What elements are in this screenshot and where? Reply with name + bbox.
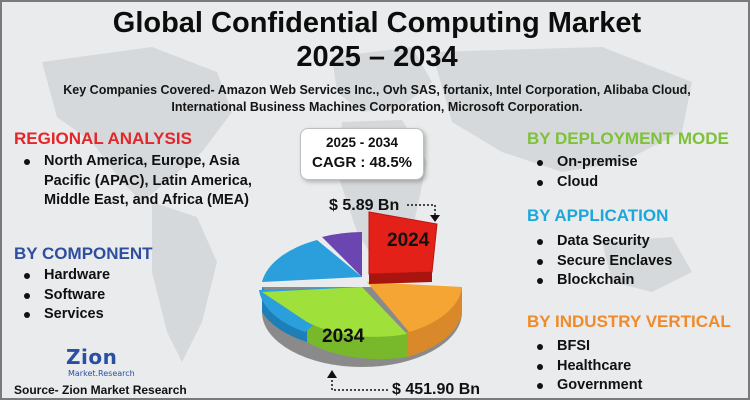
pie-slice <box>262 240 362 282</box>
market-pie-graphic: 2024 2034 <box>259 211 462 367</box>
regional-list: North America, Europe, Asia Pacific (APA… <box>14 152 254 211</box>
logo-name: Zion <box>66 345 118 369</box>
list-item: Data Security <box>527 232 672 252</box>
pie-slice <box>367 282 462 332</box>
list-item: North America, Europe, Asia Pacific (APA… <box>14 152 254 211</box>
list-item: On-premise <box>527 153 638 173</box>
zion-logo: Zion Market.Research <box>66 345 136 383</box>
start-arrow-icon <box>407 204 440 222</box>
by-industry-vertical-title: BY INDUSTRY VERTICAL <box>527 312 731 331</box>
pie-slice <box>322 232 362 277</box>
cagr-period: 2025 - 2034 <box>325 135 399 150</box>
pie-label-2034: 2034 <box>322 326 365 347</box>
title-line-1: Global Confidential Computing Market <box>112 7 642 39</box>
by-deployment-mode-title: BY DEPLOYMENT MODE <box>527 129 729 148</box>
list-item: Cloud <box>527 173 638 193</box>
deployment-list: On-premise Cloud <box>527 153 638 192</box>
end-value-label: $ 451.90 Bn <box>392 381 481 398</box>
list-item: Software <box>14 286 110 306</box>
pie-slice-2024 <box>368 211 438 275</box>
page-title: Global Confidential Computing Market 202… <box>2 6 748 74</box>
pie-slice <box>262 287 407 337</box>
source-text: Source- Zion Market Research <box>14 383 187 397</box>
title-line-2: 2025 – 2034 <box>296 41 458 73</box>
logo-tagline: Market.Research <box>68 369 135 378</box>
vertical-list: BFSI Healthcare Government <box>527 337 642 396</box>
application-list: Data Security Secure Enclaves Blockchain <box>527 232 672 291</box>
list-item: Hardware <box>14 266 110 286</box>
by-application-title: BY APPLICATION <box>527 206 669 225</box>
list-item: Blockchain <box>527 271 672 291</box>
key-companies-text: Key Companies Covered- Amazon Web Servic… <box>63 83 691 114</box>
by-component-title: BY COMPONENT <box>14 244 153 263</box>
cagr-box: 2025 - 2034 CAGR : 48.5% <box>300 128 424 180</box>
list-item: BFSI <box>527 337 642 357</box>
list-item: Services <box>14 305 110 325</box>
component-list: Hardware Software Services <box>14 266 110 325</box>
end-arrow-icon <box>327 370 388 391</box>
start-value-label: $ 5.89 Bn <box>329 197 400 214</box>
list-item: Government <box>527 376 642 396</box>
regional-analysis-title: REGIONAL ANALYSIS <box>14 129 192 148</box>
list-item: Healthcare <box>527 357 642 377</box>
cagr-value: CAGR : 48.5% <box>311 154 413 171</box>
list-item: Secure Enclaves <box>527 252 672 272</box>
pie-label-2024: 2024 <box>387 230 430 251</box>
